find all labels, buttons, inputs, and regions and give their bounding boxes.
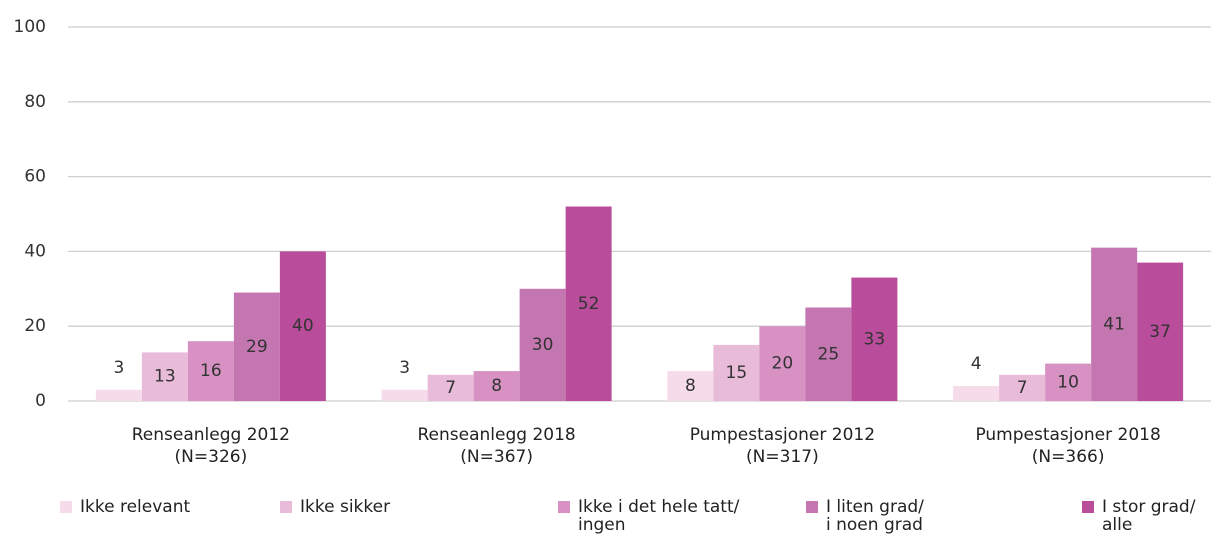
bar [1091,247,1138,401]
legend-entry: Ikke sikker [280,498,390,516]
bar [187,341,234,401]
data-label: 8 [685,376,696,396]
legend-swatch [1082,501,1094,513]
data-label: 41 [1103,314,1125,334]
bar [519,288,566,401]
bar [805,307,852,401]
data-label: 4 [971,354,982,374]
bar [999,374,1046,401]
bar [851,277,898,401]
bar [713,344,760,401]
bar [759,326,806,401]
legend-swatch [806,501,818,513]
bar [667,371,714,401]
y-tick-label: 0 [35,391,46,411]
legend-swatch [280,501,292,513]
legend-swatch [558,501,570,513]
legend-entry: Ikke i det hele tatt/ ingen [558,498,739,534]
bar [953,386,1000,401]
x-tick-label: Renseanlegg 2018 (N=367) [417,425,576,467]
data-label: 33 [864,329,886,349]
data-label: 7 [1017,378,1028,398]
bar [381,389,428,401]
y-tick-label: 40 [24,241,46,261]
data-label: 3 [399,358,410,378]
data-label: 8 [491,376,502,396]
x-tick-label: Pumpestasjoner 2012 (N=317) [689,425,876,467]
data-label: 29 [246,337,268,357]
data-label: 16 [200,361,222,381]
data-label: 25 [818,344,840,364]
data-label: 20 [772,354,794,374]
x-tick-label: Pumpestasjoner 2018 (N=366) [975,425,1161,467]
bar [427,374,474,401]
legend-entry: I stor grad/ alle [1082,498,1195,534]
y-tick-label: 20 [24,316,46,336]
data-label: 52 [578,294,600,314]
y-tick-label: 80 [24,92,46,112]
data-label: 13 [154,367,176,387]
data-label: 10 [1057,372,1079,392]
y-tick-label: 60 [24,167,46,187]
legend-entry: I liten grad/ i noen grad [806,498,924,534]
bar [1045,363,1092,401]
bar [279,251,326,401]
bar [473,371,520,401]
data-label: 3 [113,358,124,378]
y-tick-label: 100 [14,17,46,37]
bar [233,292,280,401]
data-label: 37 [1149,322,1171,342]
bar [565,206,612,401]
data-label: 30 [532,335,554,355]
legend-swatch [60,501,72,513]
bar [141,352,188,401]
bar [95,389,142,401]
bar [1137,262,1184,401]
x-tick-label: Renseanlegg 2012 (N=326) [131,425,290,467]
data-label: 7 [445,378,456,398]
legend-entry: Ikke relevant [60,498,190,516]
data-label: 40 [292,316,314,336]
data-label: 15 [726,363,748,383]
